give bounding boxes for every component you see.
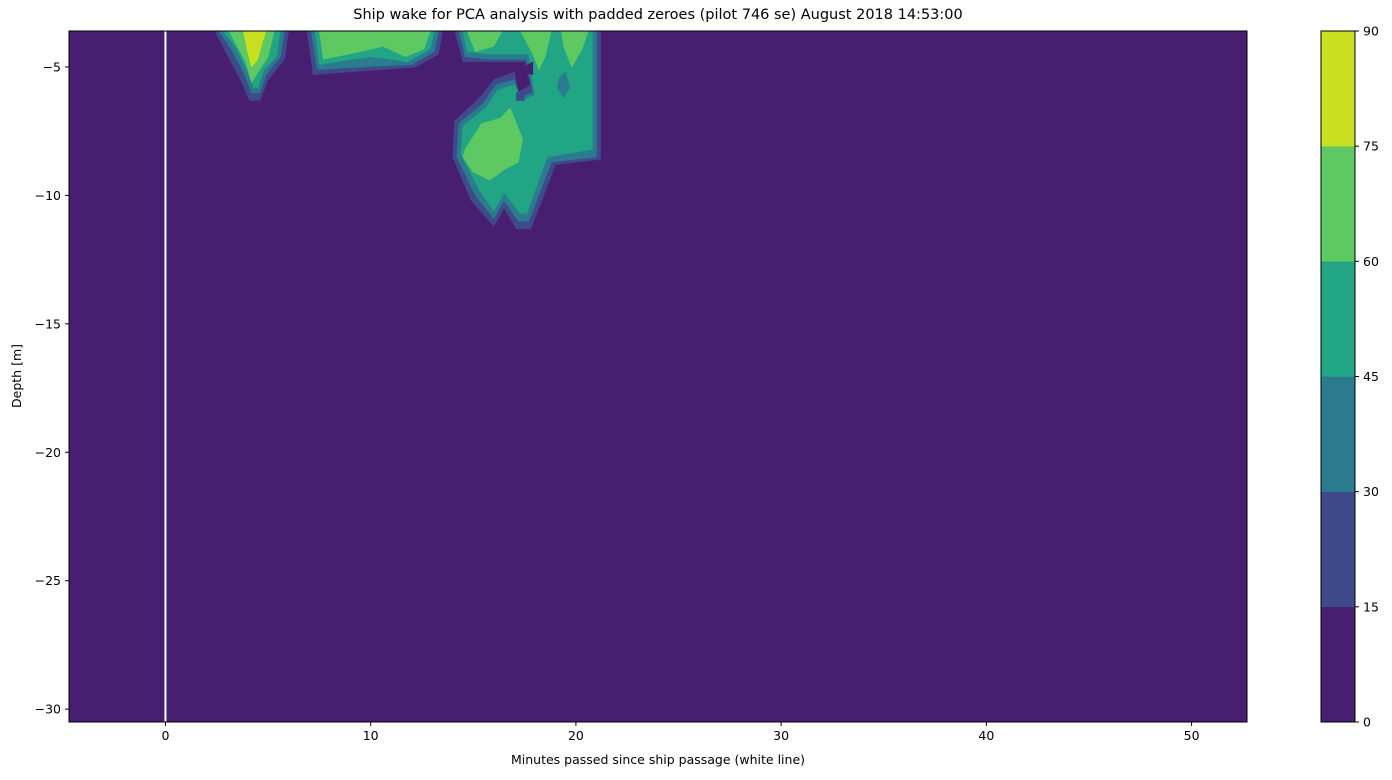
colorbar-tick-label: 45	[1363, 369, 1379, 384]
colorbar-tick-label: 75	[1363, 139, 1379, 154]
contour-regions	[214, 31, 601, 230]
x-tick-label: 30	[773, 728, 789, 743]
colorbar-segment	[1320, 30, 1356, 147]
wake-blob-near-4min	[214, 31, 289, 101]
y-tick-label: −25	[35, 573, 61, 588]
colorbar-segment	[1320, 261, 1356, 377]
contour-band-60	[561, 31, 589, 68]
x-tick-label: 20	[568, 728, 584, 743]
y-axis-label: Depth [m]	[9, 344, 24, 408]
y-tick-label: −20	[35, 445, 61, 460]
contour-background	[69, 31, 1247, 722]
colorbar-tick-label: 90	[1363, 24, 1379, 39]
x-tick-label: 50	[1184, 728, 1200, 743]
plot-frame	[68, 30, 1248, 723]
x-tick-label: 10	[363, 728, 379, 743]
contour-band-60	[520, 31, 552, 71]
colorbar-segment	[1320, 376, 1356, 492]
y-tick-label: −5	[43, 59, 61, 74]
contour-band-0	[522, 61, 534, 76]
contour-band-60	[462, 107, 523, 181]
x-tick-label: 40	[978, 728, 994, 743]
colorbar-tick-label: 30	[1363, 484, 1379, 499]
y-tick-label: −30	[35, 702, 61, 717]
contour-band-15	[516, 89, 525, 101]
colorbar-segment	[1320, 145, 1356, 262]
x-tick-label: 0	[161, 728, 169, 743]
colorbar: 0 15 30 45 60 75 90	[1320, 24, 1379, 730]
wake-blob-near-10min	[306, 31, 443, 76]
colorbar-segment	[1320, 491, 1356, 608]
colorbar-tick-label: 15	[1363, 599, 1379, 614]
contour-band-60	[466, 31, 503, 52]
colorbar-tick-label: 0	[1363, 715, 1371, 730]
contour-band-60	[319, 31, 431, 60]
axes: 0 10 20 30 40 50 −5 −10 −15 −20 −25 −30	[35, 30, 1248, 743]
chart-title: Ship wake for PCA analysis with padded z…	[353, 7, 962, 23]
contour-band-30	[557, 71, 571, 99]
x-axis-label: Minutes passed since ship passage (white…	[511, 752, 805, 767]
colorbar-tick-label: 60	[1363, 254, 1379, 269]
contour-band-75	[243, 31, 267, 68]
y-tick-label: −10	[35, 188, 61, 203]
y-tick-label: −15	[35, 316, 61, 331]
plot-area	[69, 31, 1247, 722]
holes-near-18min	[516, 61, 571, 101]
colorbar-segment	[1320, 606, 1356, 723]
